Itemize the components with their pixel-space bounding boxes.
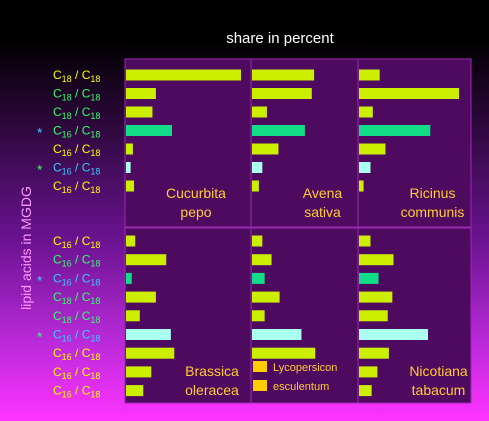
bar-g1-p2-r7 xyxy=(359,366,378,378)
panel-g0-p1 xyxy=(250,58,359,228)
row-label-g1-r2: C16 / C18 xyxy=(53,271,100,287)
row-star-g1-r2: * xyxy=(37,272,43,288)
legend-box-1 xyxy=(253,380,267,391)
bar-g0-p2-r5 xyxy=(359,162,371,173)
bar-g1-p2-r3 xyxy=(359,291,393,303)
bar-g1-p0-r8 xyxy=(126,385,144,397)
legend-label-1: esculentum xyxy=(273,381,329,393)
bar-g0-p0-r0 xyxy=(126,69,241,81)
row-label-g0-r6: C16 / C18 xyxy=(53,179,100,195)
species-labels-layer: Cucurbita pepo Avena sativa Ricinus communis B… xyxy=(166,185,468,398)
bar-g0-p2-r4 xyxy=(359,143,386,155)
bar-g1-p0-r6 xyxy=(126,347,175,359)
bar-g1-p2-r6 xyxy=(359,347,389,359)
bar-g1-p0-r3 xyxy=(126,291,156,303)
bar-g1-p2-r0 xyxy=(359,235,371,247)
bar-g1-p0-r1 xyxy=(126,254,167,266)
species-label-g0-p2-1: communis xyxy=(401,204,465,220)
bar-g1-p1-r3 xyxy=(252,291,280,303)
row-label-g1-r4: C18 / C18 xyxy=(53,309,100,325)
row-star-g0-r5: * xyxy=(37,162,43,178)
species-label-g0-p0-0: Cucurbita xyxy=(166,185,226,201)
species-label-g1-p2-1: tabacum xyxy=(412,382,466,398)
row-label-g0-r3: C16 / C18 xyxy=(53,124,100,140)
bar-g1-p2-r1 xyxy=(359,254,394,266)
bar-g0-p2-r3 xyxy=(359,125,431,136)
bar-g1-p2-r2 xyxy=(359,272,379,284)
bar-g0-p0-r6 xyxy=(126,180,135,192)
bar-g1-p0-r7 xyxy=(126,366,152,378)
bar-g0-p0-r4 xyxy=(126,143,133,155)
row-label-g1-r3: C18 / C18 xyxy=(53,290,100,306)
bar-g0-p2-r2 xyxy=(359,106,373,118)
bar-g0-p1-r6 xyxy=(252,180,259,192)
bar-g1-p2-r8 xyxy=(359,385,372,397)
row-star-g0-r3: * xyxy=(37,125,43,141)
bars-layer xyxy=(126,69,460,397)
bar-g1-p0-r2 xyxy=(126,272,132,284)
bar-g1-p1-r4 xyxy=(252,310,265,322)
row-label-g0-r2: C18 / C18 xyxy=(53,105,100,121)
bar-g1-p2-r4 xyxy=(359,310,388,322)
legend-label-0: Lycopersicon xyxy=(273,362,337,374)
row-label-g0-r5: C16 / C18 xyxy=(53,161,100,177)
bar-g0-p0-r2 xyxy=(126,106,153,118)
row-label-g1-r1: C16 / C18 xyxy=(53,253,100,269)
row-labels-layer: C18 / C18 C18 / C18 C18 / C18 C16 / C18 * C16… xyxy=(37,68,100,400)
bar-g0-p1-r1 xyxy=(252,88,312,99)
bar-g0-p1-r3 xyxy=(252,125,305,136)
row-label-g1-r6: C16 / C18 xyxy=(53,346,100,362)
species-label-g0-p0-1: pepo xyxy=(180,204,211,220)
y-axis-label: lipid acids in MGDG xyxy=(18,186,34,310)
row-label-g0-r0: C18 / C18 xyxy=(53,68,100,84)
bar-g0-p2-r6 xyxy=(359,180,364,192)
species-label-g0-p1-1: sativa xyxy=(304,204,341,220)
bar-g0-p0-r5 xyxy=(126,162,131,173)
bar-g1-p2-r5 xyxy=(359,329,428,340)
row-label-g1-r5: C16 / C18 xyxy=(53,328,100,344)
row-label-g1-r8: C16 / C18 xyxy=(53,384,100,400)
species-label-g0-p1-0: Avena xyxy=(303,185,343,201)
bar-g1-p0-r4 xyxy=(126,310,140,322)
bar-g0-p1-r4 xyxy=(252,143,279,155)
bar-g0-p1-r2 xyxy=(252,106,267,118)
row-label-g0-r4: C16 / C18 xyxy=(53,142,100,158)
bar-g0-p0-r1 xyxy=(126,88,156,99)
species-label-g1-p0-1: oleracea xyxy=(185,382,239,398)
row-star-g1-r5: * xyxy=(37,329,43,345)
bar-g1-p0-r0 xyxy=(126,235,136,247)
species-label-g1-p2-0: Nicotiana xyxy=(409,363,468,379)
bar-g0-p2-r1 xyxy=(359,88,460,99)
chart-title: share in percent xyxy=(226,30,334,47)
bar-g0-p2-r0 xyxy=(359,69,380,81)
bar-g1-p0-r5 xyxy=(126,329,171,340)
panel-g0-p0 xyxy=(124,58,252,228)
bar-g1-p1-r5 xyxy=(252,329,302,340)
bar-g0-p1-r5 xyxy=(252,162,263,173)
bar-g0-p1-r0 xyxy=(252,69,315,81)
species-label-g0-p2-0: Ricinus xyxy=(410,185,456,201)
row-label-g1-r7: C16 / C18 xyxy=(53,365,100,381)
bar-g1-p1-r2 xyxy=(252,272,265,284)
species-label-g1-p0-0: Brassica xyxy=(185,363,239,379)
row-label-g1-r0: C16 / C18 xyxy=(53,234,100,250)
panel-g0-p2 xyxy=(357,58,472,228)
bar-g1-p1-r1 xyxy=(252,254,272,266)
bar-g0-p0-r3 xyxy=(126,125,172,136)
row-label-g0-r1: C18 / C18 xyxy=(53,87,100,103)
bar-g1-p1-r6 xyxy=(252,347,316,359)
bar-g1-p1-r0 xyxy=(252,235,263,247)
legend-box-0 xyxy=(253,361,267,372)
